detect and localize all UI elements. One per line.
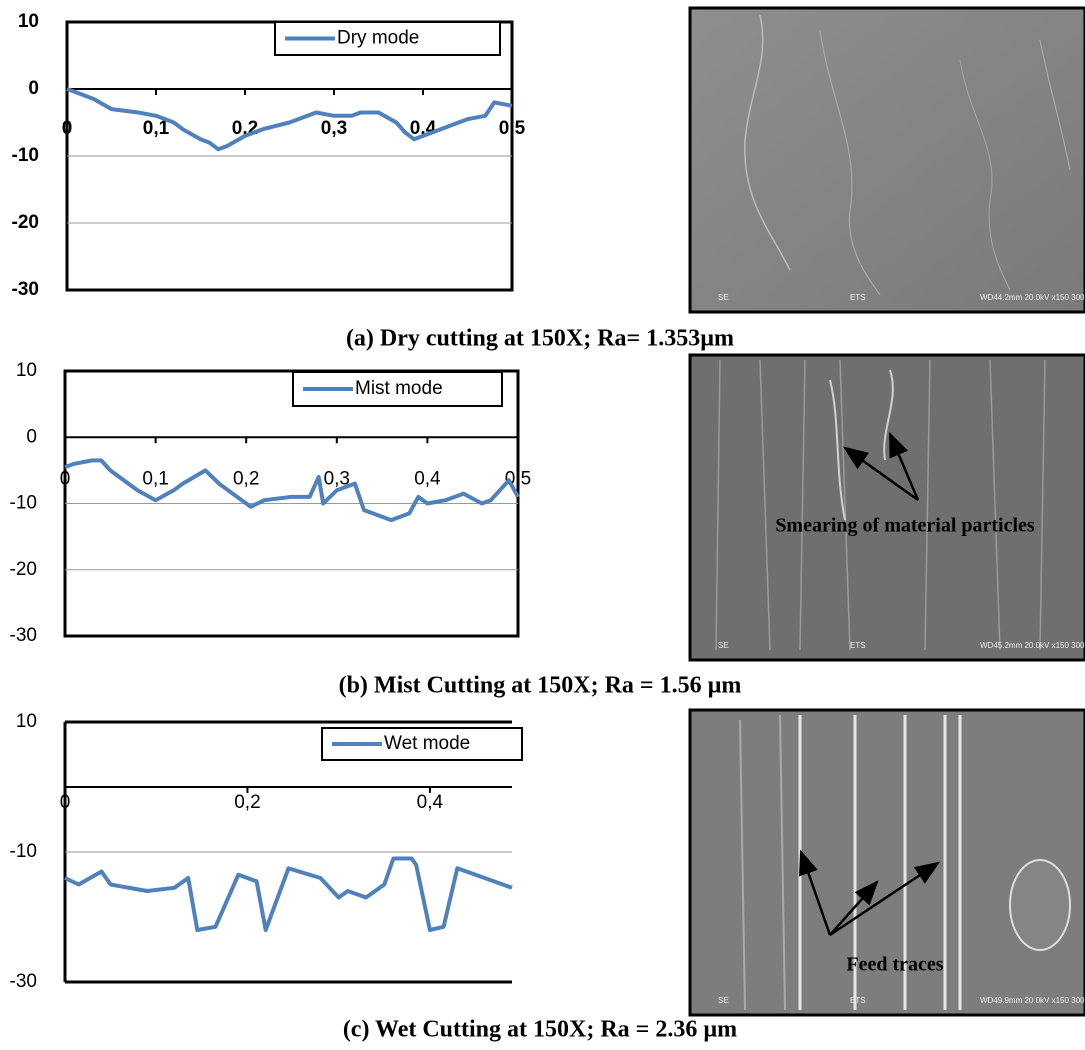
x-tick-label: 0 <box>62 118 73 139</box>
x-tick-label: 0,4 <box>417 792 444 813</box>
micrograph <box>688 6 1085 314</box>
x-tick-label: 0,5 <box>499 118 526 139</box>
caption: (a) Dry cutting at 150X; Ra= 1.353µm <box>346 326 734 352</box>
annotation: Feed traces <box>846 954 943 976</box>
micrograph-label: WD49.9mm 20.0kV x150 300um <box>980 996 1085 1005</box>
x-tick-label: 0,3 <box>321 118 347 139</box>
series-line <box>64 458 520 523</box>
x-tick-label: 0,2 <box>233 468 259 489</box>
caption: (c) Wet Cutting at 150X; Ra = 2.36 µm <box>343 1017 737 1043</box>
y-tick-label: -20 <box>12 212 39 233</box>
micrograph-label: SE <box>718 641 729 650</box>
annotation: Smearing of material particles <box>775 515 1035 537</box>
y-tick-label: 10 <box>16 360 37 381</box>
micrograph <box>688 353 1085 662</box>
x-tick-label: 0,4 <box>414 468 441 489</box>
micrograph-label: ETS <box>850 293 866 302</box>
micrograph-label: WD44.2mm 20.0kV x150 300um <box>980 293 1085 302</box>
legend-label: Dry mode <box>337 28 419 49</box>
y-tick-label: -10 <box>10 841 37 862</box>
arrows <box>798 431 941 937</box>
y-tick-label: 10 <box>16 711 37 732</box>
x-tick-label: 0 <box>60 468 71 489</box>
y-tick-label: -30 <box>12 279 39 300</box>
y-tick-label: -10 <box>10 493 37 514</box>
legend-label: Mist mode <box>355 378 443 399</box>
micrograph-label: ETS <box>850 996 866 1005</box>
micrograph-label: SE <box>718 996 729 1005</box>
y-tick-label: -20 <box>10 559 37 580</box>
y-tick-label: 10 <box>18 11 39 32</box>
x-tick-label: 0 <box>60 792 71 813</box>
y-tick-label: 0 <box>26 426 37 447</box>
caption: (b) Mist Cutting at 150X; Ra = 1.56 µm <box>339 673 742 699</box>
y-tick-label: -30 <box>10 971 37 992</box>
micrograph-label: ETS <box>850 641 866 650</box>
series-line <box>64 856 513 932</box>
legend-label: Wet mode <box>384 733 470 754</box>
micrograph-label: WD45.2mm 20.0kV x150 300um <box>980 641 1085 650</box>
x-tick-label: 0,3 <box>324 468 350 489</box>
micrograph <box>688 708 1085 1017</box>
y-tick-label: 0 <box>28 78 39 99</box>
y-tick-label: -10 <box>12 145 39 166</box>
x-tick-label: 0,2 <box>234 792 260 813</box>
x-tick-label: 0,1 <box>142 468 168 489</box>
micrograph-label: SE <box>718 293 729 302</box>
x-tick-label: 0,1 <box>143 118 170 139</box>
y-tick-label: -30 <box>10 625 37 646</box>
series-line <box>66 87 513 152</box>
